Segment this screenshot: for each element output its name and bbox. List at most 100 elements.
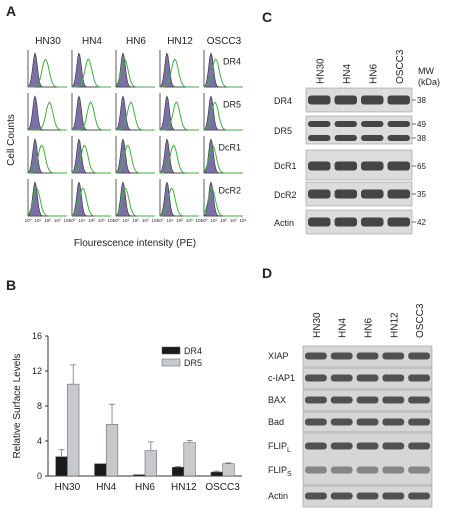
blot-band: [356, 418, 379, 426]
y-tick-label: 4: [37, 436, 42, 446]
x-tick-label: 10¹: [166, 218, 173, 223]
x-tick-label: 10⁰: [113, 218, 120, 223]
mw-label: 42: [417, 218, 426, 227]
bar: [210, 471, 223, 477]
row-label-text: FLIP: [268, 465, 287, 475]
blot-band: [334, 95, 357, 105]
error-bar: [70, 364, 77, 385]
stained-histogram: [116, 101, 155, 131]
blot-band: [408, 442, 430, 450]
row-label-subscript: L: [287, 447, 291, 454]
blot-band: [408, 352, 430, 360]
bar: [171, 467, 185, 477]
legend-swatch: [161, 346, 181, 355]
blot-band: [361, 217, 384, 227]
blot-band: [382, 442, 405, 450]
y-tick-label: 12: [32, 366, 42, 376]
blot-band: [334, 135, 357, 141]
panel-label: A: [6, 3, 16, 19]
x-tick-label: HN30: [55, 482, 81, 493]
blot-band: [387, 161, 410, 171]
x-tick-label: 10²: [88, 218, 95, 223]
blot-band: [308, 121, 331, 127]
stained-histogram: [28, 144, 67, 174]
blot-band: [308, 135, 331, 141]
x-tick-label: 10⁴: [64, 218, 71, 223]
blot-band: [361, 135, 384, 141]
blot-band: [382, 492, 405, 500]
column-header: HN30: [35, 36, 61, 47]
blot-band: [408, 396, 430, 404]
stained-histogram: [28, 101, 67, 131]
blot-band: [408, 374, 430, 382]
row-label: DcR1: [218, 143, 241, 153]
row-label-text: FLIP: [268, 441, 287, 451]
column-header: HN12: [167, 36, 193, 47]
blot-band: [361, 189, 384, 199]
error-bar: [147, 441, 154, 451]
stained-histogram: [159, 187, 199, 217]
legend-swatch: [161, 358, 181, 367]
isotype-histogram: [115, 52, 155, 88]
error-bar: [109, 403, 116, 425]
stained-histogram: [72, 101, 111, 131]
blot-band: [334, 217, 357, 227]
x-tick-label: 10²: [176, 218, 183, 223]
error-bar: [58, 449, 65, 457]
blot-band: [387, 135, 410, 141]
stained-histogram: [160, 58, 199, 88]
legend-label: DR5: [184, 358, 202, 368]
row-label: DcR2: [218, 186, 241, 196]
isotype-histogram: [159, 52, 199, 88]
bar: [55, 456, 68, 477]
x-tick-label: 10³: [230, 218, 237, 223]
column-header: OSCC3: [207, 36, 242, 47]
x-tick-label: 10²: [220, 218, 227, 223]
blot-band: [361, 161, 384, 171]
x-tick-label: 10³: [142, 218, 149, 223]
stained-histogram: [203, 58, 243, 88]
stained-histogram: [72, 58, 111, 88]
stained-histogram: [203, 101, 243, 131]
x-tick-label: HN12: [171, 482, 197, 493]
blot-band: [361, 95, 384, 105]
blot-band: [330, 442, 353, 450]
legend-label: DR4: [184, 346, 202, 356]
blot-band: [382, 466, 405, 474]
isotype-histogram: [27, 52, 67, 88]
mw-label: 65: [417, 162, 426, 171]
x-tick-label: 10⁴: [196, 218, 203, 223]
stained-histogram: [203, 187, 243, 217]
blot-band: [334, 121, 357, 127]
stained-histogram: [115, 144, 155, 174]
panel-label: D: [262, 265, 272, 281]
x-tick-label: 10¹: [34, 218, 41, 223]
mw-label: 49: [417, 120, 426, 129]
blot-band: [305, 418, 327, 426]
blot-band: [308, 217, 331, 227]
stained-histogram: [27, 187, 67, 217]
x-tick-label: 10⁰: [157, 218, 164, 223]
blot-band: [382, 396, 405, 404]
row-label: BAX: [268, 395, 286, 405]
blot-band: [305, 352, 327, 360]
x-tick-label: 10³: [54, 218, 61, 223]
blot-band: [361, 121, 384, 127]
bar: [183, 442, 196, 477]
x-tick-label: 10³: [186, 218, 193, 223]
blot-band: [382, 374, 405, 382]
mw-label: 38: [417, 134, 426, 143]
column-header: HN30: [312, 312, 323, 338]
row-label: DcR1: [274, 161, 297, 171]
row-label-text: XIAP: [268, 351, 289, 361]
column-header: HN4: [82, 36, 102, 47]
column-header: HN4: [338, 318, 349, 338]
blot-band: [356, 492, 379, 500]
row-label-text: BAX: [268, 395, 286, 405]
row-label-subscript: S: [287, 471, 292, 478]
x-tick-label: 10³: [98, 218, 105, 223]
blot-band: [387, 95, 410, 105]
x-tick-label: 10²: [44, 218, 51, 223]
blot-band: [330, 492, 353, 500]
row-label: Actin: [268, 491, 288, 501]
